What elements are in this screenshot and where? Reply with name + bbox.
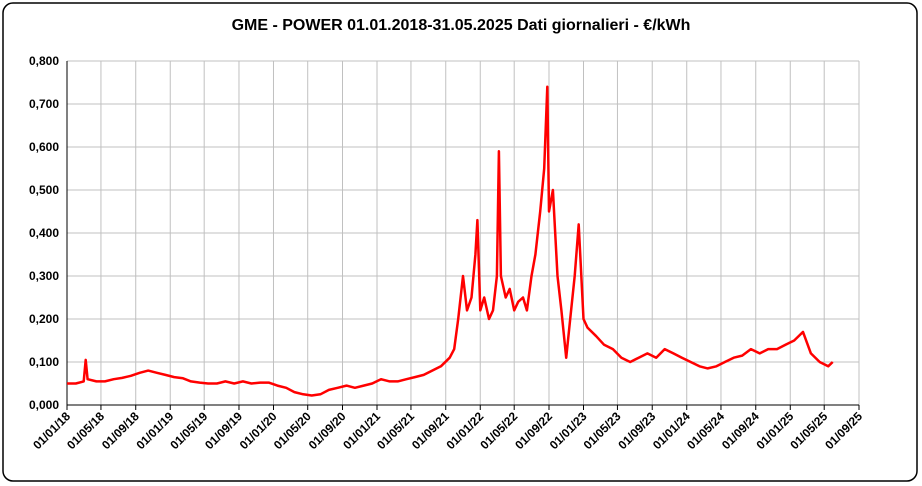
y-tick-label: 0,800 (29, 54, 59, 68)
y-tick-label: 0,400 (29, 226, 59, 240)
chart-title: GME - POWER 01.01.2018-31.05.2025 Dati g… (232, 17, 691, 34)
y-tick-label: 0,000 (29, 398, 59, 412)
y-tick-label: 0,200 (29, 312, 59, 326)
y-tick-label: 0,600 (29, 140, 59, 154)
y-tick-label: 0,700 (29, 97, 59, 111)
y-tick-label: 0,500 (29, 183, 59, 197)
series-line (67, 85, 834, 397)
y-tick-label: 0,300 (29, 269, 59, 283)
y-tick-label: 0,100 (29, 355, 59, 369)
